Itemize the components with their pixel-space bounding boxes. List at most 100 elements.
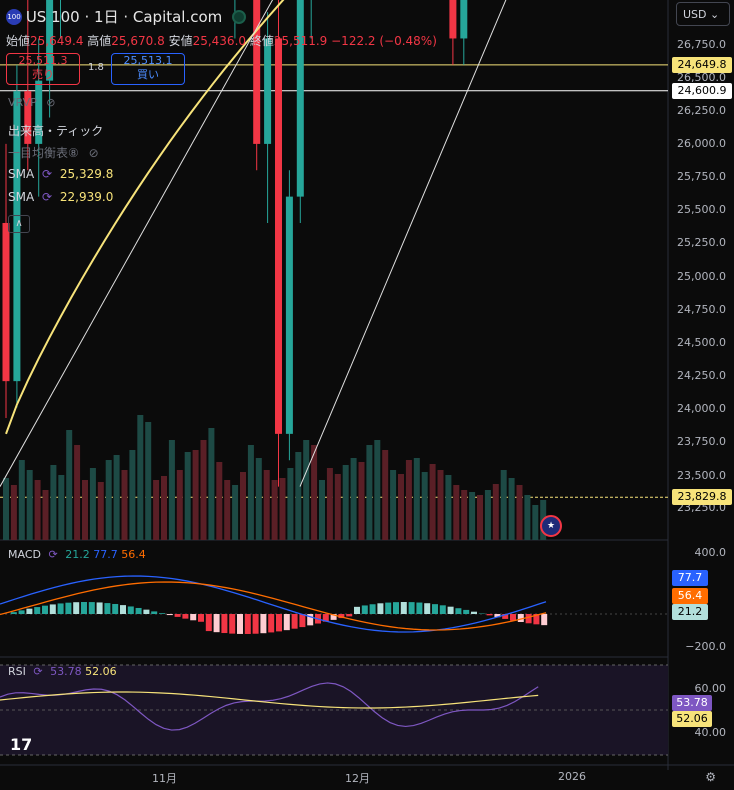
volume-bar xyxy=(303,440,310,540)
volume-bar xyxy=(74,445,81,540)
volume-bar xyxy=(82,480,88,540)
price-tick: 26,750.0 xyxy=(677,38,726,51)
eye-off-icon[interactable]: ⊘ xyxy=(88,146,99,160)
volume-bar xyxy=(358,462,365,540)
volume-bar xyxy=(97,482,104,540)
macd-histogram-bar xyxy=(143,609,150,614)
volume-bar xyxy=(129,450,136,540)
volume-bar xyxy=(374,440,381,540)
macd-histogram-bar xyxy=(252,614,259,634)
volume-bar xyxy=(366,445,373,540)
macd-histogram-bar xyxy=(198,614,204,622)
sell-label: 売り xyxy=(32,68,54,81)
macd-histogram-bar xyxy=(276,614,282,632)
ichimoku-indicator[interactable]: 一目均衡表⑧ ⊘ xyxy=(8,146,99,160)
volume-bar xyxy=(342,465,349,540)
volume-bar xyxy=(279,478,286,540)
volume-bar xyxy=(10,485,17,540)
macd-histogram-bar xyxy=(533,614,540,625)
rsi-legend[interactable]: RSI ⟳ 53.78 52.06 xyxy=(8,665,117,678)
macd-histogram-bar xyxy=(120,605,126,614)
price-badge: 24,600.9 xyxy=(672,82,732,99)
volume-bar xyxy=(176,470,183,540)
sell-button[interactable]: 25,511.3 売り xyxy=(6,53,80,85)
volume-bar xyxy=(311,445,318,540)
tradingview-logo-icon[interactable]: 17 xyxy=(10,735,33,754)
volume-bar xyxy=(516,485,523,540)
candle-body xyxy=(35,80,43,144)
macd-histogram-bar xyxy=(88,602,95,614)
macd-badge: 56.4 xyxy=(672,588,708,604)
macd-histogram-bar xyxy=(346,614,353,617)
volume-bar xyxy=(66,430,73,540)
volume-bar xyxy=(524,495,531,540)
sma1-indicator[interactable]: SMA ⟳ 25,329.8 xyxy=(8,167,114,181)
us-flag-icon[interactable]: ★ xyxy=(540,515,562,537)
macd-histogram-bar xyxy=(65,602,72,614)
candle-body xyxy=(460,0,468,39)
macd-histogram-bar xyxy=(34,607,41,614)
macd-histogram-bar xyxy=(330,614,337,620)
macd-histogram-bar xyxy=(229,614,236,634)
volume-bar xyxy=(89,468,96,540)
volume-bar xyxy=(271,480,278,540)
price-badge: 24,649.8 xyxy=(672,56,732,73)
settings-loop-icon[interactable]: ⟳ xyxy=(42,190,53,204)
volume-indicator-label[interactable]: 出来高・ティック xyxy=(8,124,104,138)
buy-button[interactable]: 25,513.1 買い xyxy=(111,53,185,85)
price-tick: 24,000.0 xyxy=(677,402,726,415)
macd-histogram-bar xyxy=(260,614,267,634)
candle-body xyxy=(275,38,282,434)
macd-histogram-bar xyxy=(268,614,275,633)
macd-legend[interactable]: MACD ⟳ 21.2 77.7 56.4 xyxy=(8,548,146,561)
macd-histogram-bar xyxy=(291,614,298,629)
volume-bar xyxy=(461,490,468,540)
sma2-indicator[interactable]: SMA ⟳ 22,939.0 xyxy=(8,190,114,204)
macd-histogram-bar xyxy=(96,602,103,614)
macd-histogram-bar xyxy=(455,608,462,614)
volume-bar xyxy=(500,470,507,540)
candle-body xyxy=(46,0,54,81)
volume-bar xyxy=(437,470,444,540)
macd-histogram-bar xyxy=(486,614,493,616)
vrvp-indicator[interactable]: VRVP ⊘ xyxy=(8,96,56,109)
eye-off-icon[interactable]: ⊘ xyxy=(46,96,56,109)
candle-body xyxy=(296,0,304,197)
volume-bar xyxy=(113,455,120,540)
symbol-title[interactable]: US 100 · 1日 · Capital.com xyxy=(25,8,223,26)
price-tick: 24,750.0 xyxy=(677,303,726,316)
candle-body xyxy=(253,0,261,144)
volume-bar xyxy=(326,468,333,540)
candle-body xyxy=(264,38,272,144)
volume-bar xyxy=(184,452,191,540)
price-tick: 24,250.0 xyxy=(677,369,726,382)
rsi-badge: 53.78 xyxy=(672,695,712,711)
volume-bar xyxy=(484,490,491,540)
macd-histogram-bar xyxy=(393,602,399,614)
volume-bar xyxy=(398,474,404,540)
sell-price: 25,511.3 xyxy=(18,54,68,67)
volume-bar xyxy=(429,464,436,540)
volume-bar xyxy=(477,495,483,540)
volume-bar xyxy=(469,492,476,540)
macd-histogram-bar xyxy=(104,603,111,614)
price-tick: 23,750.0 xyxy=(677,435,726,448)
settings-loop-icon[interactable]: ⟳ xyxy=(33,665,43,678)
settings-loop-icon[interactable]: ⟳ xyxy=(48,548,58,561)
currency-select[interactable]: USD ⌄ xyxy=(676,2,730,26)
volume-bar xyxy=(405,460,412,540)
macd-histogram-bar xyxy=(354,606,360,614)
macd-histogram-bar xyxy=(447,606,454,614)
volume-bar xyxy=(137,415,144,540)
macd-histogram-bar xyxy=(244,614,251,634)
symbol-header[interactable]: 100 US 100 · 1日 · Capital.com xyxy=(6,6,247,27)
volume-bar xyxy=(50,465,57,540)
gear-icon[interactable]: ⚙ xyxy=(705,770,716,784)
price-tick: 25,500.0 xyxy=(677,203,726,216)
collapse-legend-button[interactable]: ∧ xyxy=(8,215,30,233)
settings-loop-icon[interactable]: ⟳ xyxy=(42,167,53,181)
volume-bar xyxy=(200,440,207,540)
macd-histogram-bar xyxy=(49,604,56,614)
price-tick: 25,250.0 xyxy=(677,236,726,249)
